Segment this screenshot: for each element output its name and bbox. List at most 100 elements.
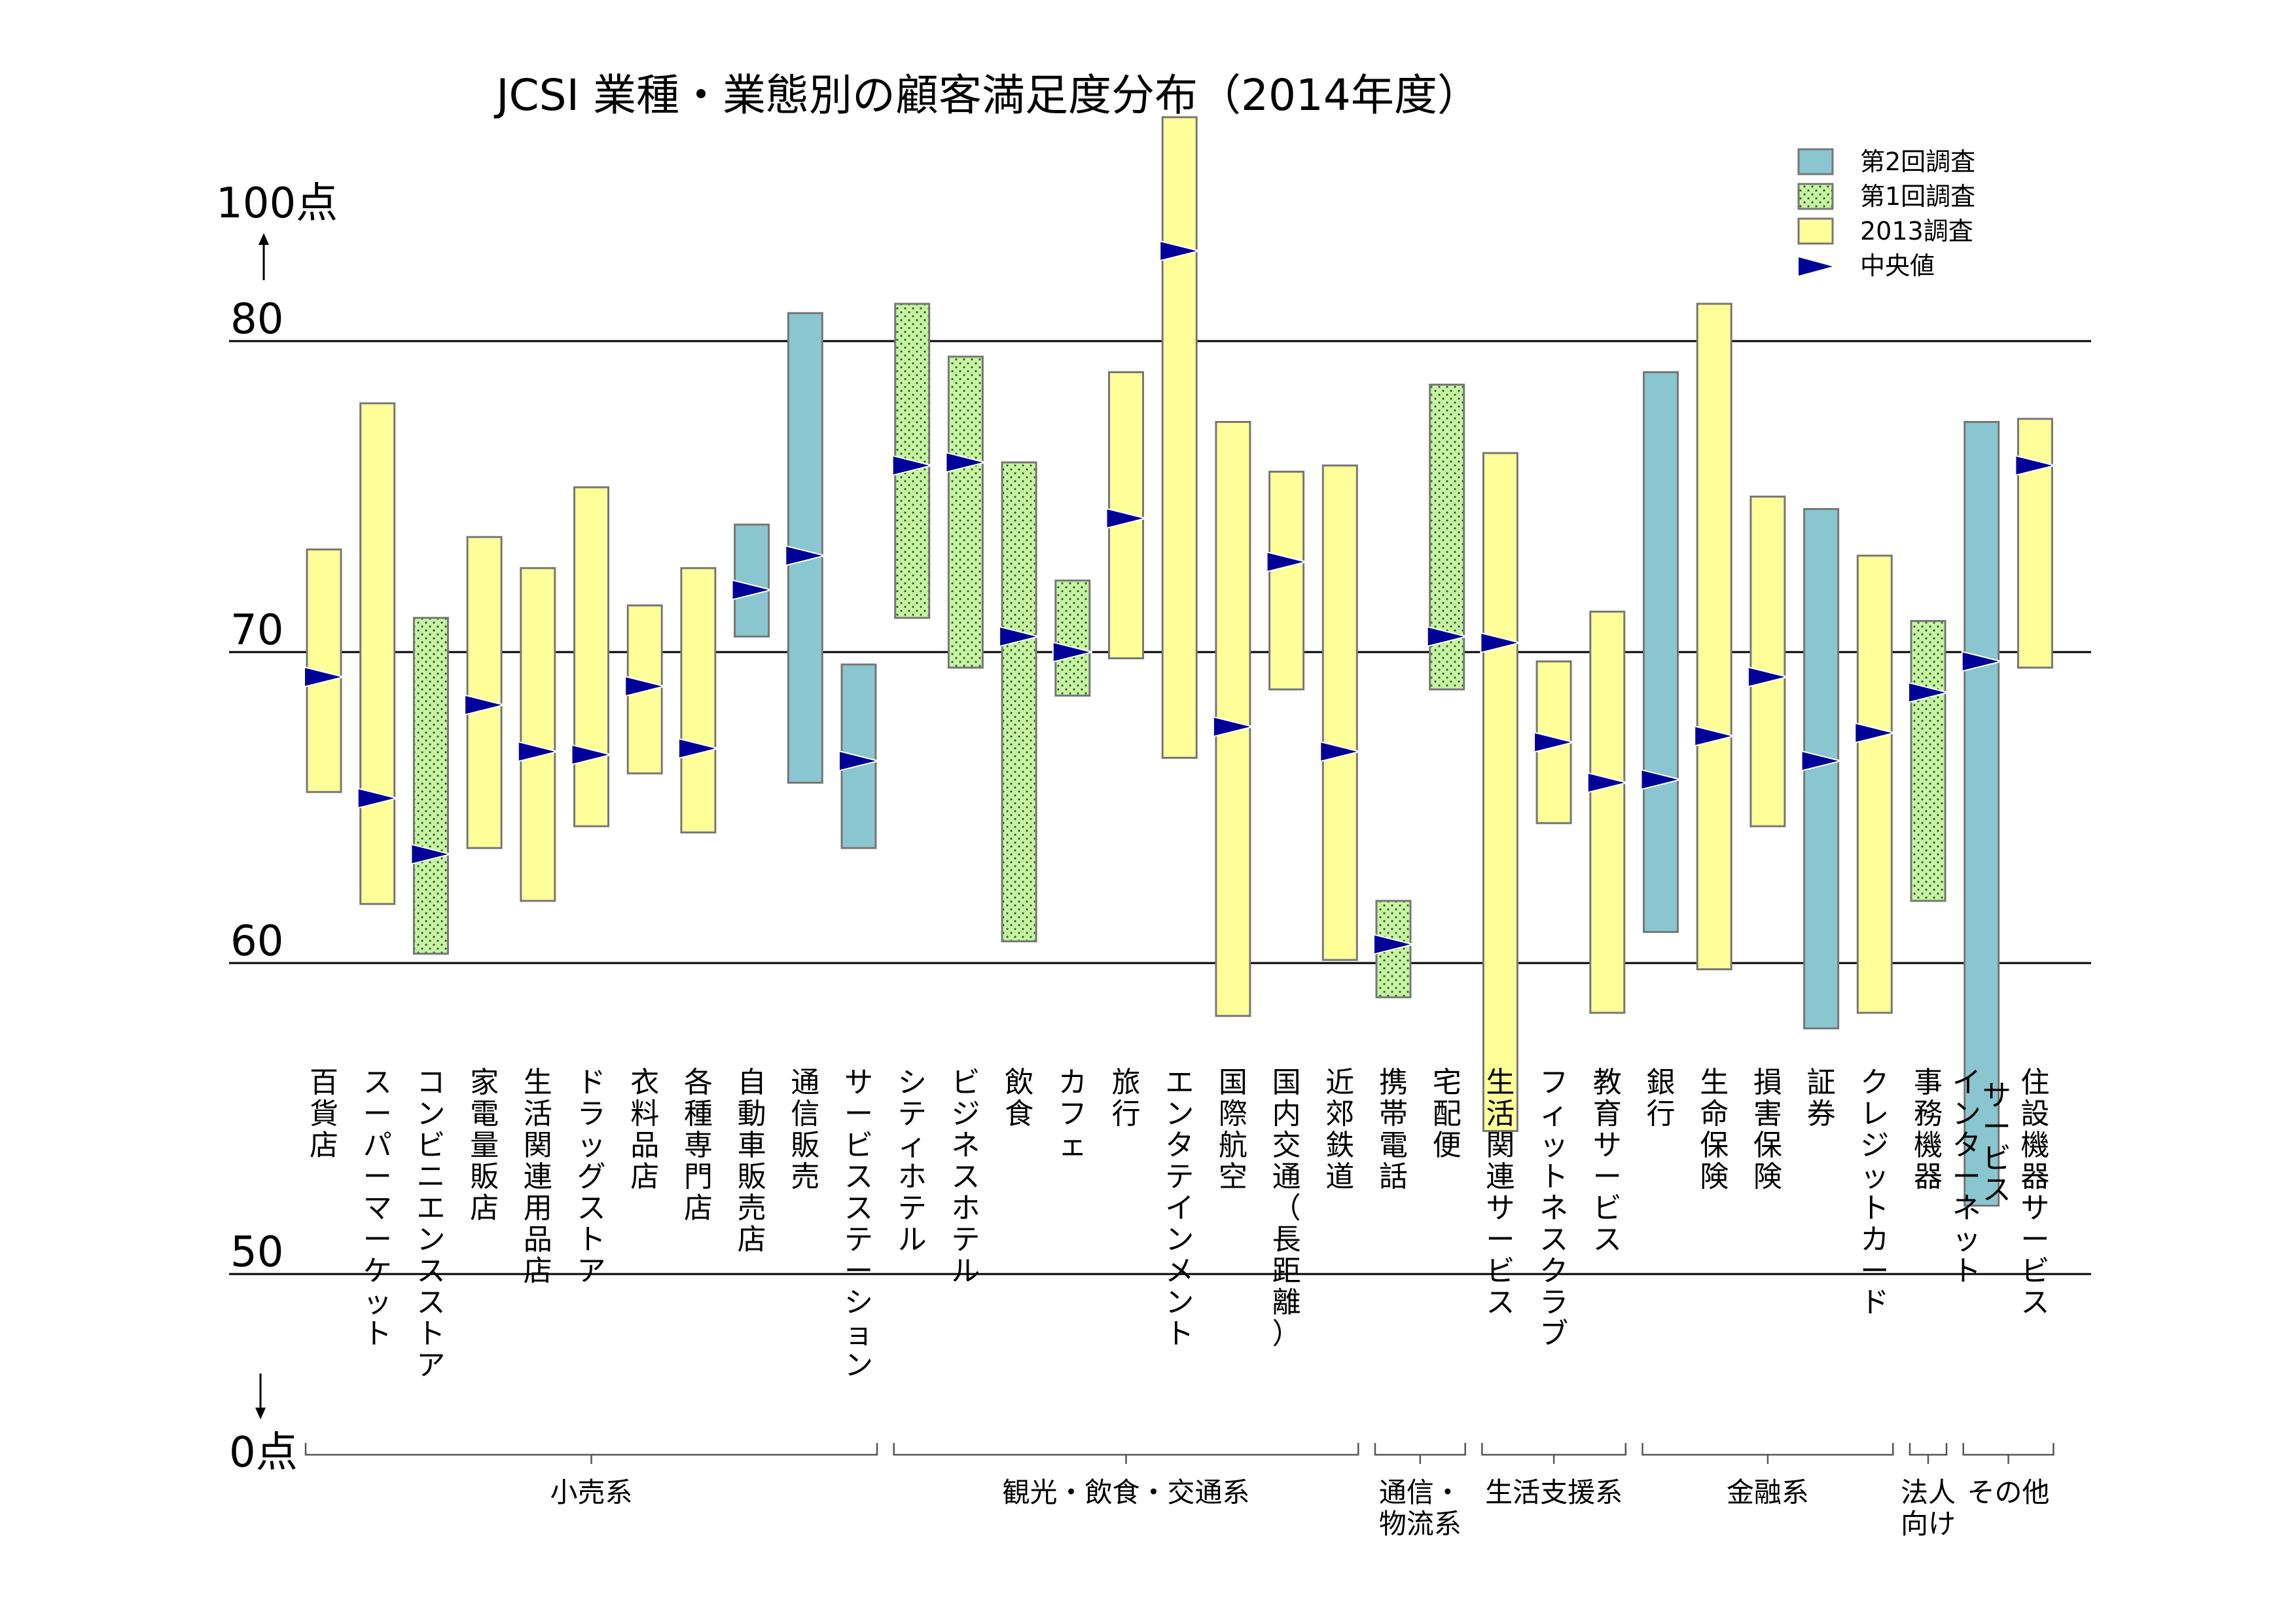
bar: [1268, 471, 1305, 691]
median-marker: [677, 737, 719, 759]
median-marker: [1587, 772, 1628, 793]
category-label: 銀行: [1647, 1066, 1676, 1131]
group-bracket: [893, 1443, 1359, 1464]
median-marker: [731, 579, 772, 601]
category-label: インターネット: [1952, 1066, 1981, 1288]
median-marker: [1908, 682, 1948, 704]
bar: [412, 617, 449, 955]
median-marker: [1961, 650, 2001, 672]
bar: [680, 567, 717, 833]
category-label: 国際航空: [1219, 1066, 1247, 1194]
median-marker: [1266, 551, 1306, 573]
category-label: サービスステーション: [844, 1066, 873, 1382]
category-label: 衣料品店: [630, 1066, 659, 1194]
category-label: 事務機器: [1914, 1066, 1943, 1194]
category-label: 旅行: [1112, 1066, 1141, 1131]
category-label: 証券: [1807, 1066, 1836, 1131]
category-label: 家電量販店: [470, 1066, 499, 1225]
bar: [1321, 464, 1358, 961]
category-label: エンタテインメント: [1165, 1066, 1194, 1351]
category-label: クレジットカード: [1860, 1066, 1889, 1319]
median-marker: [1052, 641, 1093, 663]
category-label: 住設機器サービス: [2020, 1066, 2049, 1319]
category-label: スーパーマーケット: [363, 1066, 392, 1351]
median-marker: [1319, 740, 1360, 763]
bar: [1749, 496, 1786, 828]
median-marker: [2015, 454, 2055, 477]
median-marker: [357, 787, 397, 809]
bar: [1964, 421, 2000, 1207]
bar: [1803, 508, 1840, 1030]
median-marker: [1426, 625, 1467, 647]
bar: [1001, 461, 1037, 943]
median-marker: [891, 454, 932, 477]
group-bracket: [1909, 1443, 1948, 1464]
legend-label: 2013調査: [1860, 217, 1973, 246]
legend-label: 第2回調査: [1860, 147, 1975, 176]
median-marker: [517, 740, 558, 763]
category-label: 生活関連用品店: [524, 1066, 552, 1288]
legend-label: 第1回調査: [1860, 182, 1975, 211]
group-label: 金融系: [1727, 1476, 1809, 1508]
legend-swatch: [1797, 148, 1834, 175]
category-label: 飲食: [1005, 1066, 1033, 1131]
group-label: その他: [1967, 1476, 2050, 1508]
category-label: 損害保険: [1753, 1066, 1782, 1194]
category-label: 近郊鉄道: [1325, 1066, 1354, 1194]
median-marker: [1105, 507, 1146, 530]
category-label: 携帯電話: [1379, 1066, 1408, 1194]
category-label: 国内交通（長距離）: [1272, 1066, 1301, 1351]
median-marker: [838, 750, 879, 772]
bar: [1856, 555, 1893, 1014]
category-label: サービス: [1982, 1079, 2011, 1207]
bar: [306, 548, 342, 793]
median-marker: [1373, 934, 1414, 955]
y-tick-label: 60: [230, 917, 283, 966]
y-tick-label: 80: [230, 295, 283, 344]
category-label: 通信販売: [791, 1066, 819, 1194]
group-bracket: [1962, 1443, 2054, 1464]
category-label: 教育サービス: [1593, 1066, 1622, 1256]
y-tick-label: 70: [230, 606, 283, 655]
bar: [734, 523, 770, 638]
legend-median-icon: [1799, 257, 1833, 276]
category-labels: 百貨店スーパーマーケットコンビニエンスストア家電量販店生活関連用品店ドラッグスト…: [310, 1066, 2049, 1382]
category-label: ドラッグストア: [577, 1066, 606, 1288]
y-top-label: 100点: [216, 179, 338, 228]
down-arrow-icon: [255, 1408, 266, 1419]
group-bracket: [1374, 1443, 1466, 1464]
y-tick-label: 50: [230, 1228, 283, 1277]
bar: [573, 486, 609, 828]
category-label: ビジネスホテル: [951, 1066, 980, 1288]
legend-swatch: [1797, 217, 1834, 245]
category-label: シティホテル: [898, 1066, 927, 1256]
bar: [1589, 610, 1626, 1014]
median-marker: [1534, 731, 1574, 754]
median-marker: [410, 843, 451, 866]
median-marker: [1159, 240, 1200, 262]
bar: [1643, 371, 1679, 933]
median-marker: [945, 451, 986, 473]
group-label: 法人向け: [1901, 1476, 1956, 1540]
bar: [1910, 620, 1946, 902]
median-marker: [571, 744, 611, 766]
y-bottom-label: 0点: [229, 1429, 298, 1477]
category-label: カフェ: [1058, 1066, 1087, 1162]
median-marker: [464, 694, 505, 716]
bar: [2017, 418, 2053, 669]
bar: [1696, 302, 1732, 970]
median-marker: [1640, 769, 1681, 791]
group-bracket: [1481, 1443, 1627, 1464]
group-label: 通信・物流系: [1379, 1476, 1462, 1540]
median-marker: [1694, 725, 1734, 747]
group-bracket: [304, 1443, 878, 1464]
group-label: 生活支援系: [1485, 1476, 1623, 1508]
median-marker: [1854, 722, 1895, 744]
legend-label: 中央値: [1860, 251, 1935, 280]
bar: [1054, 579, 1091, 697]
gridlines: 50 60 70 80: [229, 295, 2091, 1277]
median-marker: [1747, 666, 1788, 688]
